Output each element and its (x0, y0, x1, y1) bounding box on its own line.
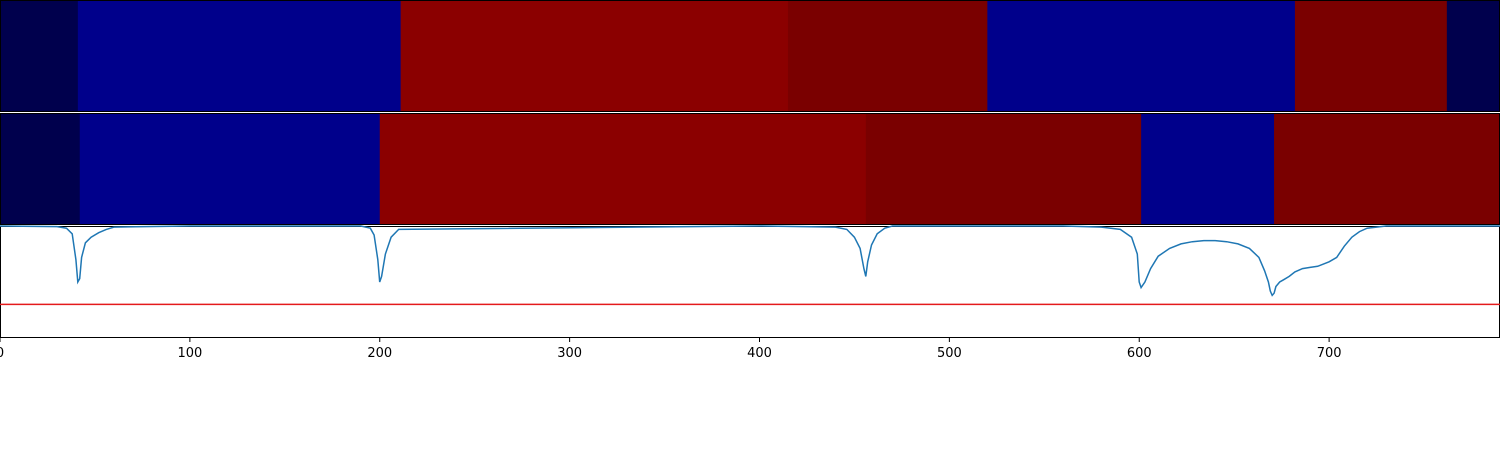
segment-2-6 (1274, 113, 1500, 225)
x-tick-label: 300 (557, 346, 582, 361)
x-tick-label: 0 (0, 346, 4, 361)
x-tick-label: 700 (1317, 346, 1342, 361)
segment-1-4 (787, 0, 988, 112)
segment-2-4 (865, 113, 1142, 225)
score-line-panel (0, 225, 1500, 338)
x-tick-label: 600 (1127, 346, 1152, 361)
segment-1-6 (1294, 0, 1448, 112)
segment-1-1 (0, 0, 79, 112)
x-tick-label: 200 (367, 346, 392, 361)
score-line (0, 225, 1500, 297)
segment-2-3 (379, 113, 867, 225)
segment-1-2 (77, 0, 402, 112)
segment-1-3 (400, 0, 789, 112)
x-tick-label: 400 (747, 346, 772, 361)
segment-1-5 (987, 0, 1296, 112)
segment-2-5 (1141, 113, 1275, 225)
x-tick-label: 100 (177, 346, 202, 361)
line-panel-frame (0, 226, 1500, 338)
x-tick-label: 500 (937, 346, 962, 361)
segment-2-2 (79, 113, 381, 225)
segment-1-7 (1446, 0, 1500, 112)
segmentation-track-2 (0, 113, 1500, 225)
x-axis: 0 100 200 300 400 500 600 700 (0, 338, 1342, 361)
segmentation-track-1 (0, 0, 1500, 112)
segment-2-1 (0, 113, 81, 225)
